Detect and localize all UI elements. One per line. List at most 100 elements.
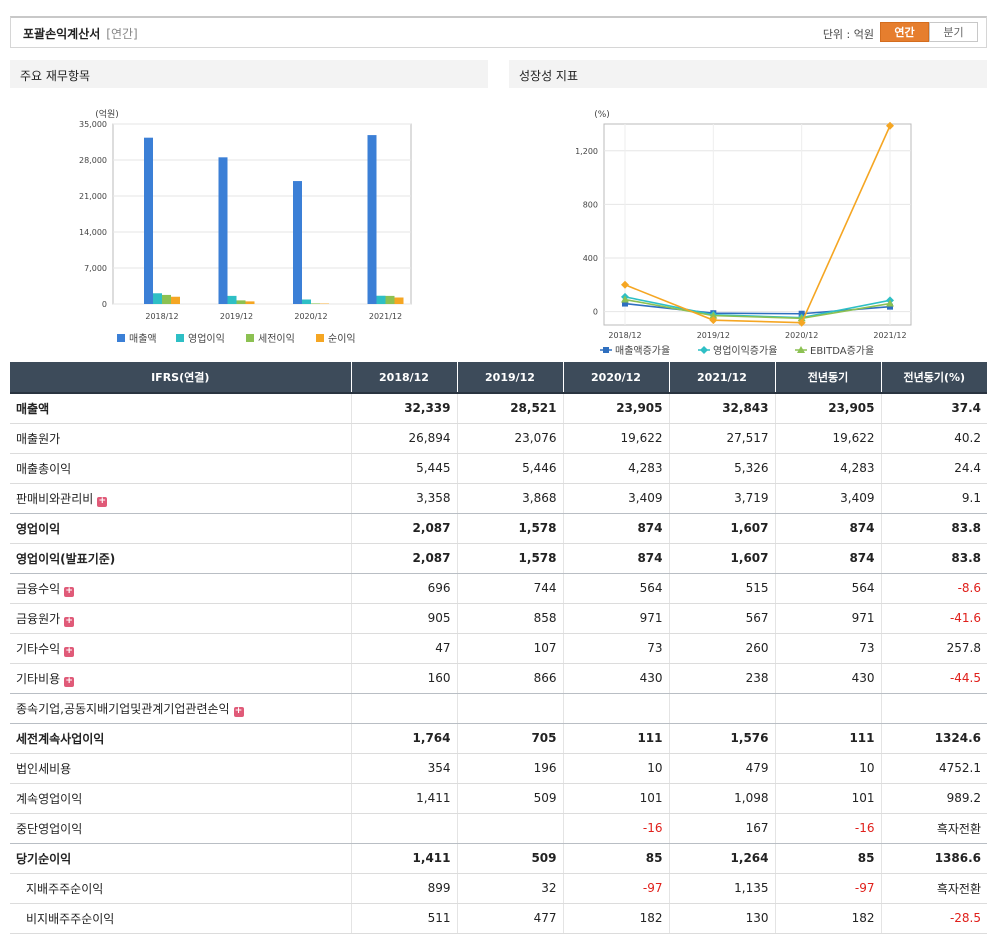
row-label-text: 영업이익(발표기준) xyxy=(16,551,116,566)
y-tick-label: 1,200 xyxy=(575,147,598,156)
table-cell xyxy=(456,693,563,724)
table-cell: 874 xyxy=(562,543,669,574)
table-cell: 111 xyxy=(562,723,669,754)
table-cell: 1,411 xyxy=(350,783,457,814)
x-tick-label: 2018/12 xyxy=(145,312,178,321)
table-cell: -16 xyxy=(562,813,669,844)
table-cell: 3,868 xyxy=(456,483,563,514)
point xyxy=(709,316,718,325)
table-cell: 1,576 xyxy=(668,723,775,754)
bar xyxy=(376,295,386,304)
column-header: 2020/12 xyxy=(562,362,669,394)
table-cell: 130 xyxy=(668,903,775,934)
legend-label: 순이익 xyxy=(328,333,356,345)
table-cell: 흑자전환 xyxy=(880,873,987,904)
expand-plus-icon[interactable]: + xyxy=(64,645,75,657)
row-label-text: 매출원가 xyxy=(16,431,61,446)
y-tick-label: 0 xyxy=(102,300,107,309)
row-label: 매출액 xyxy=(10,393,351,424)
row-label: 금융수익 + xyxy=(10,573,351,604)
y-tick-label: 35,000 xyxy=(79,120,107,129)
table-cell: 874 xyxy=(774,543,881,574)
expand-plus-icon[interactable]: + xyxy=(64,675,75,687)
table-cell: 1,764 xyxy=(350,723,457,754)
row-label: 세전계속사업이익 xyxy=(10,723,351,754)
point xyxy=(621,280,629,289)
bar xyxy=(218,157,228,304)
table-cell: 260 xyxy=(668,633,775,664)
table-cell: 73 xyxy=(774,633,881,664)
table-cell xyxy=(880,693,987,724)
table-row: 세전계속사업이익 1,764 705 111 1,576 111 1324.6 xyxy=(10,723,987,754)
table-cell xyxy=(668,693,775,724)
table-cell: 83.8 xyxy=(880,513,987,544)
table-row: 기타비용 +160 866 430 238 430 -44.5 xyxy=(10,663,987,694)
legend-swatch xyxy=(316,334,324,342)
expand-plus-icon[interactable]: + xyxy=(97,495,108,507)
plot-area xyxy=(603,123,912,326)
row-label-text: 중단영업이익 xyxy=(16,821,83,836)
point xyxy=(797,318,806,327)
table-cell: 5,445 xyxy=(350,453,457,484)
y-tick-label: 0 xyxy=(593,308,598,317)
table-cell: 27,517 xyxy=(668,423,775,454)
table-cell: 1,607 xyxy=(668,543,775,574)
table-cell: -97 xyxy=(562,873,669,904)
table-cell: 19,622 xyxy=(774,423,881,454)
legend-label: 매출액 xyxy=(129,333,157,345)
series-3 xyxy=(621,121,894,327)
table-cell: 10 xyxy=(774,753,881,784)
table-cell: 3,409 xyxy=(562,483,669,514)
table-cell xyxy=(350,813,457,844)
row-label: 비지배주주순이익 xyxy=(10,903,351,934)
row-label: 계속영업이익 xyxy=(10,783,351,814)
table-row: 금융수익 +696 744 564 515 564 -8.6 xyxy=(10,573,987,604)
table-cell: 24.4 xyxy=(880,453,987,484)
series-line xyxy=(624,125,891,324)
row-label-text: 금융수익 xyxy=(16,581,61,596)
bar-chart-title: 주요 재무항목 xyxy=(10,60,488,88)
expand-plus-icon[interactable]: + xyxy=(64,585,75,597)
plot-area xyxy=(112,123,412,305)
row-label: 기타비용 + xyxy=(10,663,351,694)
bar xyxy=(227,295,237,304)
y-tick-label: 800 xyxy=(583,200,598,209)
point xyxy=(709,311,718,319)
bar xyxy=(394,297,404,304)
row-label: 법인세비용 xyxy=(10,753,351,784)
table-cell xyxy=(562,693,669,724)
row-label: 매출총이익 xyxy=(10,453,351,484)
table-cell: 182 xyxy=(562,903,669,934)
legend-label: 매출액증가율 xyxy=(615,345,670,356)
table-cell: 971 xyxy=(562,603,669,634)
table-cell: 744 xyxy=(456,573,563,604)
bar xyxy=(162,294,171,304)
x-tick-label: 2019/12 xyxy=(697,331,730,340)
table-cell: 899 xyxy=(350,873,457,904)
table-cell: 1,098 xyxy=(668,783,775,814)
expand-plus-icon[interactable]: + xyxy=(233,705,244,717)
column-header: 2018/12 xyxy=(350,362,457,394)
table-cell: 23,905 xyxy=(774,393,881,424)
bar-chart-panel: 주요 재무항목 0 7,000 14,000 21,000 28,000 35,000 (억… xyxy=(10,60,488,356)
table-cell: 32,339 xyxy=(350,393,457,424)
point xyxy=(621,295,629,303)
table-cell: 257.8 xyxy=(880,633,987,664)
line-chart-panel: 성장성 지표 0 400 800 1,200 (%) 2018/12 2019/12 2020… xyxy=(509,60,987,356)
table-cell: 3,358 xyxy=(350,483,457,514)
legend-swatch xyxy=(176,334,184,342)
financial-table: IFRS(연결) 2018/12 2019/12 2020/12 2021/12 전년동기… xyxy=(10,362,987,934)
toggle-annual-button[interactable]: 연간 xyxy=(880,22,929,42)
expand-plus-icon[interactable]: + xyxy=(64,615,75,627)
table-row: 비지배주주순이익 511 477 182 130 182 -28.5 xyxy=(10,903,987,934)
bar xyxy=(144,137,153,304)
y-axis-label: (%) xyxy=(594,110,610,120)
row-label: 영업이익 xyxy=(10,513,351,544)
table-cell: 509 xyxy=(456,783,563,814)
y-axis-label: (억원) xyxy=(95,108,119,120)
series-line xyxy=(624,298,891,320)
table-row: 금융원가 +905 858 971 567 971 -41.6 xyxy=(10,603,987,634)
table-cell: 430 xyxy=(774,663,881,694)
table-cell: 858 xyxy=(456,603,563,634)
toggle-quarter-button[interactable]: 분기 xyxy=(929,22,978,42)
